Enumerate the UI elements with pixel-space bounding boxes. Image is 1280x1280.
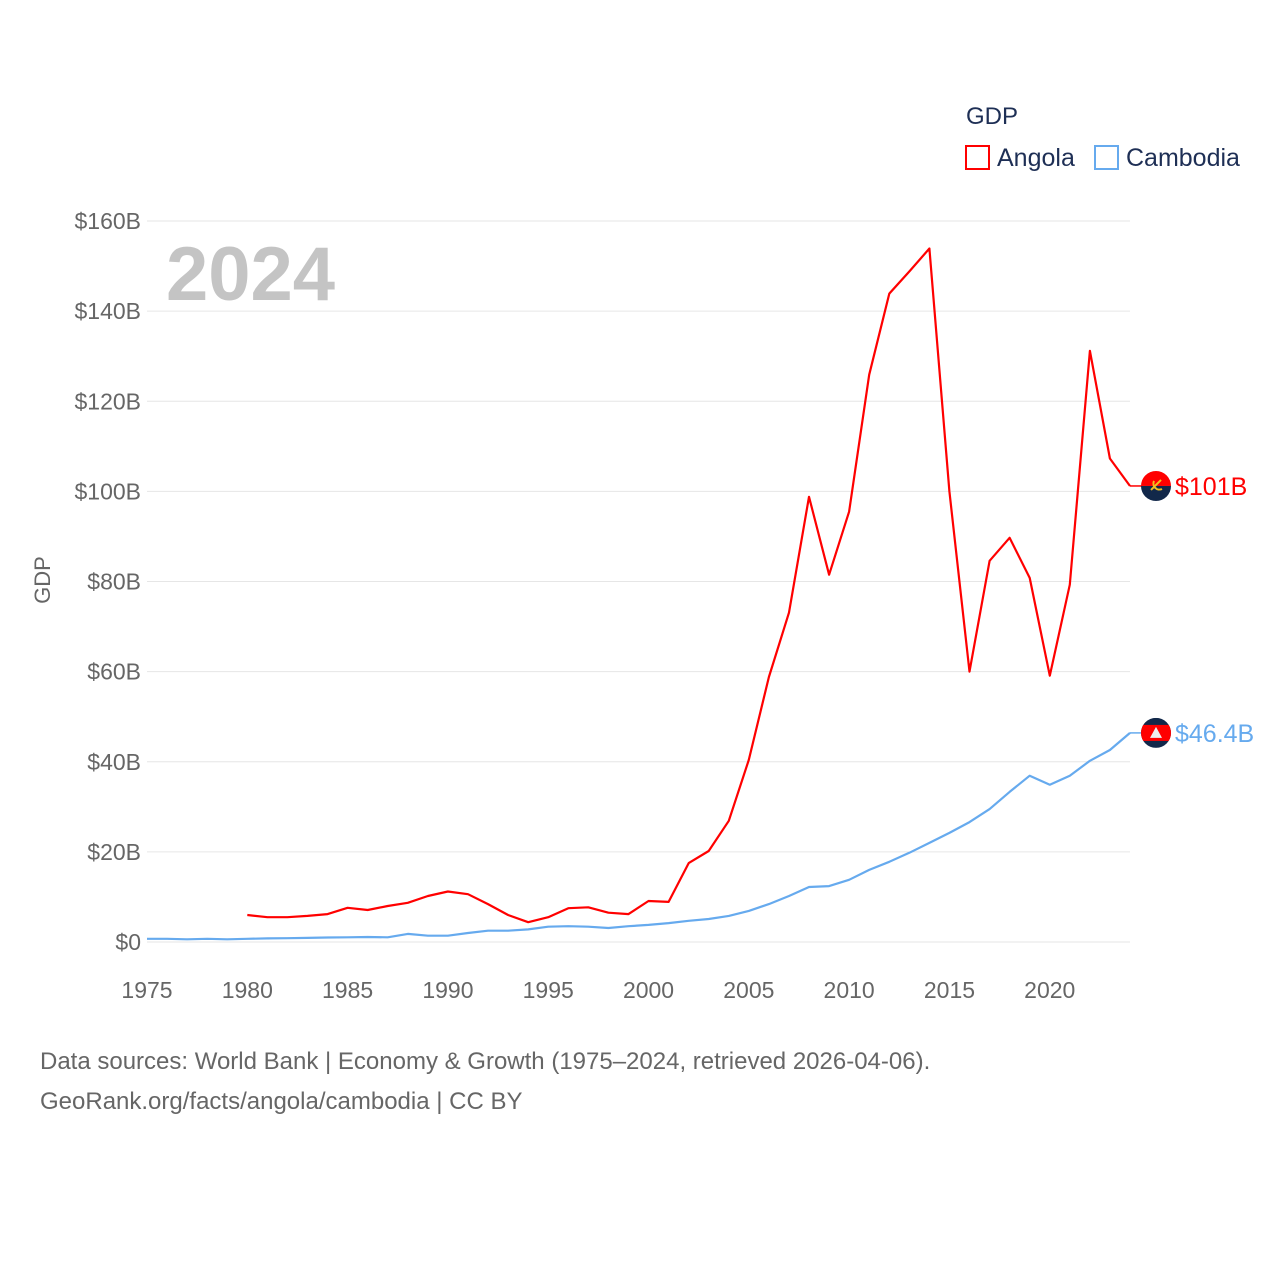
source-footer: Data sources: World Bank | Economy & Gro… [40,1042,930,1122]
legend-item-cambodia[interactable]: Cambodia [1094,144,1240,172]
legend-item-angola[interactable]: Angola [965,144,1075,172]
y-tick-label: $140B [74,298,141,324]
legend-label-cambodia: Cambodia [1126,144,1240,172]
y-axis-label: GDP [30,556,55,604]
y-tick-label: $60B [87,659,141,685]
y-tick-label: $0 [115,929,141,955]
source-line: Data sources: World Bank | Economy & Gro… [40,1048,931,1075]
x-tick-label: 1990 [422,977,473,1003]
y-tick-label: $20B [87,839,141,865]
cambodia-flag-icon [1141,717,1171,748]
y-tick-label: $160B [74,208,141,234]
series-line-cambodia [147,732,1131,941]
x-tick-label: 2010 [824,977,875,1003]
y-tick-label: $80B [87,569,141,595]
series-end-markers: $101B $46.4B [1130,470,1254,748]
x-tick-label: 1985 [322,977,373,1003]
series-lines [147,247,1131,941]
x-axis-ticks: 1975 1980 1985 1990 1995 2000 2005 2010 2015 2020 [121,977,1075,1003]
y-tick-label: $40B [87,749,141,775]
x-tick-label: 2020 [1024,977,1075,1003]
x-tick-label: 1980 [222,977,273,1003]
end-value-label-cambodia: $46.4B [1175,720,1254,748]
x-tick-label: 2015 [924,977,975,1003]
y-axis-ticks: $0 $20B $40B $60B $80B $100B $120B $140B $160B [74,208,141,955]
x-tick-label: 2005 [723,977,774,1003]
angola-flag-icon [1141,470,1171,501]
end-value-label-angola: $101B [1175,473,1247,501]
x-tick-label: 1995 [523,977,574,1003]
x-tick-label: 1975 [121,977,172,1003]
legend: GDP Angola Cambodia [965,103,1240,172]
series-line-angola [247,247,1131,924]
x-tick-label: 2000 [623,977,674,1003]
y-tick-label: $100B [74,478,141,504]
legend-label-angola: Angola [997,144,1075,172]
legend-swatch-angola [965,145,990,170]
legend-swatch-cambodia [1094,145,1119,170]
grid-lines [147,220,1130,943]
y-tick-label: $120B [74,388,141,414]
license-line: GeoRank.org/facts/angola/cambodia | CC B… [40,1088,523,1115]
year-label: 2024 [166,232,335,317]
legend-title: GDP [966,103,1018,130]
